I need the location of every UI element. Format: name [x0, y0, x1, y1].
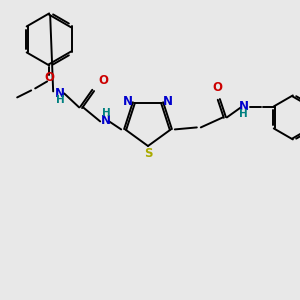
Text: N: N	[239, 100, 249, 113]
Text: H: H	[102, 108, 110, 118]
Text: N: N	[101, 114, 111, 127]
Text: N: N	[123, 95, 133, 108]
Text: O: O	[98, 74, 108, 87]
Text: H: H	[239, 110, 248, 119]
Text: H: H	[56, 95, 64, 105]
Text: N: N	[55, 87, 65, 100]
Text: O: O	[213, 81, 223, 94]
Text: N: N	[163, 95, 173, 108]
Text: O: O	[44, 71, 54, 84]
Text: S: S	[144, 147, 152, 160]
